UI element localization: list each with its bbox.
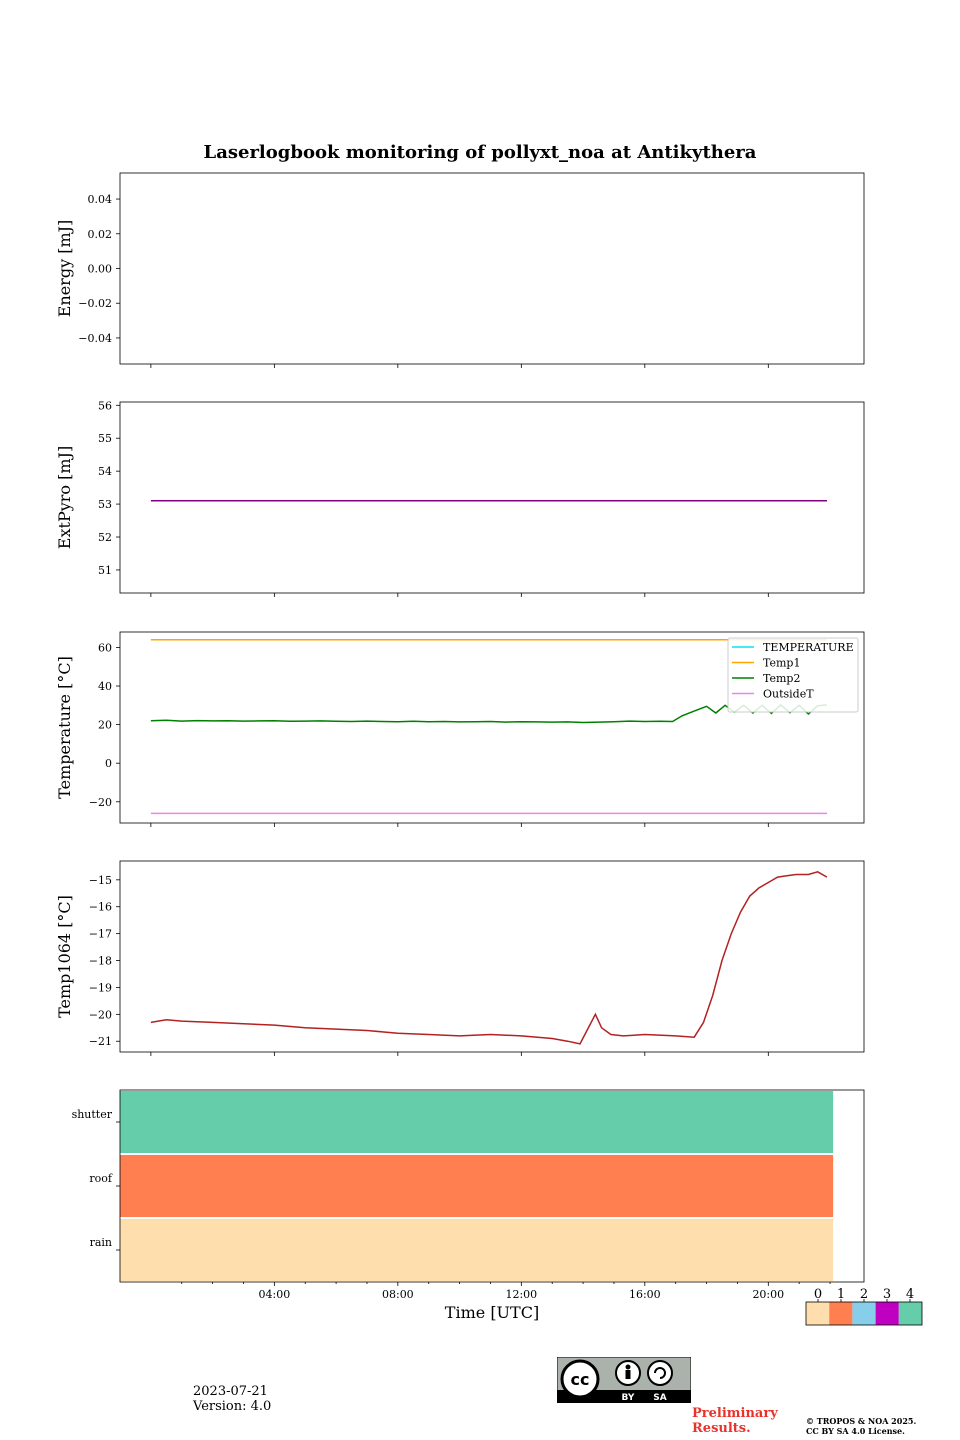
copyright-line-1: © TROPOS & NOA 2025.	[806, 1416, 917, 1426]
date-label: 2023-07-21	[193, 1384, 268, 1399]
energy-panel: 0.04 0.02 0.00 −0.02 −0.04 Energy [mJ]	[55, 172, 865, 368]
extpyro-ytick-label: 52	[98, 531, 112, 544]
colorbar-tick-label: 4	[906, 1287, 914, 1302]
extpyro-frame	[119, 401, 865, 594]
extpyro-ylabel: ExtPyro [mJ]	[55, 446, 74, 549]
energy-ytick-label: 0.02	[88, 228, 113, 241]
cc-license-badge: cc BY SA	[556, 1356, 692, 1404]
legend-label-outsidet: OutsideT	[763, 688, 814, 701]
status-frame	[119, 1089, 865, 1283]
figure-title: Laserlogbook monitoring of pollyxt_noa a…	[204, 142, 757, 163]
extpyro-ytick-label: 54	[98, 465, 112, 478]
x-tick-label: 16:00	[629, 1288, 661, 1301]
colorbar-tick-label: 2	[860, 1287, 868, 1302]
status-band-rain	[120, 1219, 834, 1281]
extpyro-panel: 56 55 54 53 52 51 ExtPyro [mJ]	[55, 399, 865, 597]
x-tick-label: 08:00	[382, 1288, 414, 1301]
legend-label-temperature: TEMPERATURE	[763, 641, 854, 654]
x-tick-label: 12:00	[505, 1288, 537, 1301]
preliminary-results-note: Preliminary Results.	[692, 1406, 778, 1436]
temp1064-ylabel: Temp1064 [°C]	[55, 895, 74, 1018]
colorbar-swatch-3	[875, 1302, 899, 1325]
preliminary-line-2: Results.	[692, 1421, 751, 1436]
temperature-ytick-label: −20	[89, 796, 112, 809]
legend-box	[727, 637, 859, 713]
temp1064-ytick-label: −20	[89, 1008, 112, 1021]
temperature-frame	[119, 631, 865, 824]
copyright-note: © TROPOS & NOA 2025. CC BY SA 4.0 Licens…	[806, 1416, 916, 1436]
status-band-shutter	[120, 1091, 834, 1153]
extpyro-ytick-label: 56	[98, 399, 112, 412]
extpyro-ytick-label: 51	[98, 564, 112, 577]
legend-label-temp1: Temp1	[763, 657, 800, 670]
temp1064-ytick-label: −17	[89, 928, 112, 941]
energy-ytick-label: 0.04	[88, 193, 113, 206]
energy-ytick-label: −0.04	[78, 332, 112, 345]
status-row-label-roof: roof	[89, 1172, 113, 1185]
colorbar-tick-label: 3	[883, 1287, 891, 1302]
energy-ytick-label: −0.02	[78, 297, 112, 310]
energy-frame	[119, 172, 865, 365]
colorbar-tick-label: 0	[814, 1287, 822, 1302]
status-row-label-shutter: shutter	[72, 1108, 113, 1121]
status-band-roof	[120, 1155, 834, 1217]
legend-label-temp2: Temp2	[763, 672, 800, 685]
temp2-line	[150, 703, 828, 724]
temp1064-ytick-label: −21	[89, 1035, 112, 1048]
temperature-ytick-label: 20	[98, 719, 112, 732]
colorbar-swatch-2	[852, 1302, 876, 1325]
cc-sa-label: SA	[653, 1393, 666, 1403]
x-axis-label: Time [UTC]	[445, 1303, 539, 1322]
energy-ytick-label: 0.00	[88, 263, 113, 276]
x-tick-label: 04:00	[259, 1288, 291, 1301]
temperature-legend: TEMPERATURE Temp1 Temp2 OutsideT	[727, 637, 859, 713]
temp1064-ytick-label: −16	[89, 901, 112, 914]
temp1064-ytick-label: −15	[89, 874, 112, 887]
temperature-ytick-label: 40	[98, 680, 112, 693]
extpyro-ytick-label: 53	[98, 498, 112, 511]
temp1064-series-0-line	[150, 870, 828, 1045]
version-label: Version: 4.0	[193, 1399, 272, 1414]
temperature-ytick-label: 0	[105, 757, 112, 770]
preliminary-line-1: Preliminary	[692, 1406, 778, 1421]
temp1064-frame	[119, 860, 865, 1053]
temp1064-panel: −15 −16 −17 −18 −19 −20 −21 Temp1064 [°C]	[55, 860, 865, 1056]
cc-by-label: BY	[622, 1393, 635, 1403]
cc-license-icon: cc BY SA	[556, 1356, 692, 1404]
colorbar-tick-label: 1	[837, 1287, 845, 1302]
copyright-line-2: CC BY SA 4.0 License.	[806, 1426, 905, 1436]
temperature-ylabel: Temperature [°C]	[55, 656, 74, 799]
status-panel: shutter roof rain 04:00 08:00 12:00 16:00 20:00…	[72, 1089, 923, 1326]
x-tick-label: 20:00	[752, 1288, 784, 1301]
temp1064-ytick-label: −18	[89, 955, 112, 968]
temperature-ytick-label: 60	[98, 641, 112, 654]
extpyro-ytick-label: 55	[98, 432, 112, 445]
colorbar-swatch-4	[898, 1302, 922, 1325]
temperature-panel: 60 40 20 0 −20 Temperature [°C] TEMPERATURE Tem…	[55, 631, 865, 827]
cc-mark: cc	[571, 1370, 590, 1389]
status-row-label-rain: rain	[90, 1236, 112, 1249]
energy-ylabel: Energy [mJ]	[55, 220, 74, 318]
temp1064-ytick-label: −19	[89, 981, 112, 994]
colorbar-swatch-0	[806, 1302, 830, 1325]
colorbar-swatch-1	[829, 1302, 853, 1325]
